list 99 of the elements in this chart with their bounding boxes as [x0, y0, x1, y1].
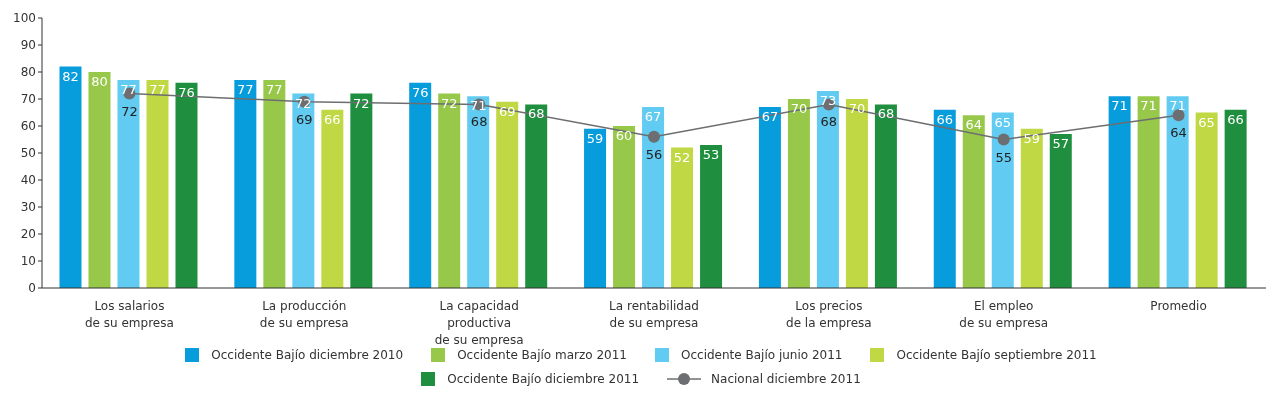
bar: [700, 144, 723, 288]
data-label: 72: [353, 95, 370, 111]
x-tick-label: Los salarios de su empresa: [85, 299, 174, 330]
bar: [88, 72, 111, 288]
bar: [787, 99, 810, 288]
data-label: 68: [470, 114, 488, 130]
bar: [962, 115, 985, 288]
bar: [933, 109, 956, 288]
data-label: 77: [149, 82, 166, 98]
data-label: 76: [178, 84, 195, 100]
x-tick-label: Los precios de la empresa: [786, 299, 872, 330]
data-label: 66: [324, 111, 341, 127]
data-label: 77: [266, 82, 283, 98]
data-label: 65: [994, 114, 1012, 130]
data-label: 64: [965, 117, 983, 133]
data-label: 52: [673, 149, 691, 165]
point: [648, 130, 660, 143]
bar: [1166, 96, 1189, 288]
x-tick-label: La capacidad productiva de su empresa: [434, 299, 524, 347]
data-label: 67: [644, 109, 662, 125]
y-tick-label: 30: [20, 200, 36, 215]
data-label: 82: [62, 68, 79, 84]
bar: [758, 107, 781, 288]
bar: [1137, 96, 1160, 288]
x-tick-label: La rentabilidad de su empresa: [609, 299, 699, 330]
data-label: 71: [1140, 98, 1157, 114]
data-label: 65: [1198, 114, 1215, 130]
data-label: 71: [1169, 98, 1186, 114]
bar: [1020, 128, 1043, 288]
bar: [350, 93, 373, 288]
data-label: 68: [527, 106, 545, 122]
data-label: 80: [91, 74, 108, 89]
bar: [117, 80, 140, 288]
data-label: 72: [440, 95, 458, 111]
bar: [613, 126, 636, 288]
bar: [321, 109, 344, 288]
bar: [467, 96, 490, 288]
y-tick-label: 100: [13, 11, 36, 26]
x-tick-label: Promedio: [1150, 299, 1207, 313]
legend-label: Occidente Bajío diciembre 2011: [447, 372, 640, 386]
legend-label: Occidente Bajío marzo 2011: [457, 348, 627, 362]
bar: [59, 66, 82, 288]
bar: [991, 112, 1014, 288]
data-label: 55: [995, 149, 1012, 165]
bar: [845, 99, 868, 288]
y-tick-label: 70: [20, 92, 36, 107]
data-label: 60: [615, 128, 633, 143]
bar: [175, 82, 198, 288]
data-label: 68: [877, 106, 895, 122]
y-tick-label: 40: [20, 173, 36, 188]
y-tick-label: 50: [20, 146, 36, 161]
y-tick-label: 0: [28, 281, 36, 296]
bar: [1108, 96, 1131, 288]
point: [1172, 109, 1185, 122]
bar: [496, 101, 519, 288]
data-label: 57: [1052, 136, 1070, 152]
data-label: 76: [411, 84, 429, 100]
bar: [1224, 109, 1247, 288]
data-label: 71: [1111, 98, 1128, 114]
data-label: 72: [121, 103, 138, 119]
y-tick-label: 20: [20, 227, 36, 242]
data-label: 53: [702, 146, 720, 162]
data-label: 67: [761, 109, 779, 125]
bar: [525, 104, 548, 288]
bar: [234, 80, 257, 288]
bar: [292, 93, 315, 288]
data-label: 72: [295, 95, 312, 111]
bar: [409, 82, 432, 288]
bar: [642, 107, 665, 288]
bar: [584, 128, 607, 288]
data-label: 70: [790, 101, 808, 116]
y-tick-label: 90: [20, 38, 36, 53]
bar: [263, 80, 286, 288]
bar: [146, 80, 169, 288]
y-tick-label: 80: [20, 65, 36, 80]
data-label: 66: [1227, 111, 1244, 127]
bar: [1049, 134, 1072, 288]
data-label: 59: [586, 130, 604, 146]
data-label: 56: [645, 146, 663, 162]
point: [997, 133, 1010, 146]
x-tick-label: El empleo de su empresa: [959, 299, 1049, 330]
legend-label: Occidente Bajío septiembre 2011: [896, 348, 1097, 362]
data-label: 64: [1170, 125, 1187, 141]
bar: [816, 90, 839, 288]
bar: [1195, 112, 1218, 288]
y-tick-label: 10: [20, 254, 36, 269]
y-tick-label: 60: [20, 119, 36, 134]
data-label: 68: [820, 114, 838, 130]
data-label: 59: [1023, 130, 1041, 146]
bar: [671, 147, 694, 288]
legend-label: Nacional diciembre 2011: [711, 372, 861, 386]
data-label: 69: [296, 111, 313, 127]
legend-label: Occidente Bajío diciembre 2010: [211, 348, 404, 362]
legend-label: Occidente Bajío junio 2011: [681, 348, 843, 362]
bar: [874, 104, 897, 288]
x-tick-label: La producción de su empresa: [259, 299, 349, 330]
data-label: 77: [237, 82, 254, 98]
bar: [438, 93, 461, 288]
data-label: 66: [936, 111, 954, 127]
